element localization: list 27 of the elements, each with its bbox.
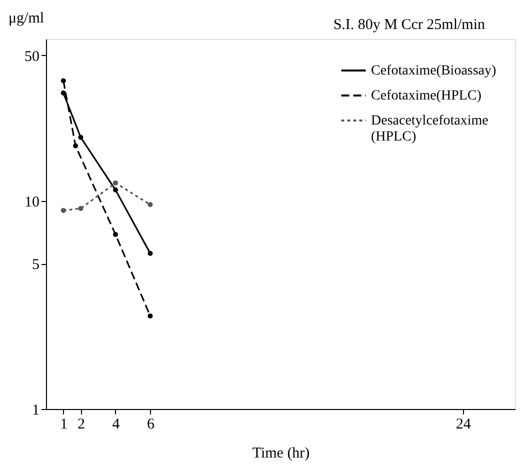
chart-title: S.I. 80y M Ccr 25ml/min — [333, 17, 486, 33]
point — [112, 232, 118, 237]
point — [148, 250, 153, 256]
point — [60, 90, 66, 96]
x-tick-label: 24 — [456, 416, 472, 432]
legend-label: Cefotaxime(HPLC) — [371, 88, 482, 104]
y-tick-label: 5 — [32, 257, 40, 274]
point — [60, 208, 66, 213]
point — [112, 187, 118, 192]
point — [78, 206, 84, 211]
y-tick-label: 1 — [32, 402, 40, 418]
point — [148, 202, 153, 208]
x-tick-label: 1 — [60, 416, 68, 432]
x-tick-label: 2 — [77, 416, 85, 432]
legend-label: Desacetylcefotaxime (HPLC) — [371, 114, 488, 144]
x-tick-label: 6 — [146, 416, 155, 432]
y-tick-label: 50 — [24, 48, 40, 65]
x-axis-title: Time (hr) — [252, 446, 310, 462]
point — [148, 313, 153, 318]
y-tick-label: 10 — [24, 194, 40, 210]
legend-label: Cefotaxime(Bioassay) — [371, 64, 497, 78]
x-tick-label: 4 — [112, 416, 120, 432]
y-axis-title: μg/ml — [8, 10, 44, 26]
point — [78, 134, 84, 140]
point — [60, 78, 66, 84]
point — [73, 143, 78, 148]
point — [112, 180, 118, 186]
